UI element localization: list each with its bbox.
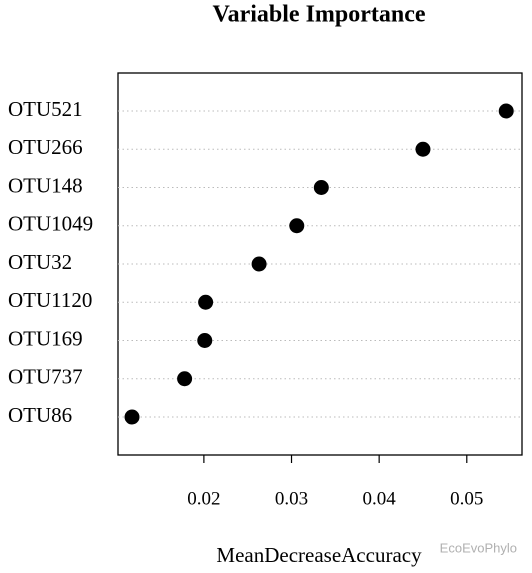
- y-tick-label: OTU266: [8, 135, 83, 159]
- y-tick-label: OTU148: [8, 173, 83, 197]
- dot: [498, 103, 514, 119]
- y-tick-label: OTU1120: [8, 288, 92, 312]
- y-tick-label: OTU1049: [8, 212, 93, 236]
- y-tick-label: OTU32: [8, 250, 72, 274]
- watermark: EcoEvoPhylo: [440, 540, 517, 555]
- y-tick-label: OTU169: [8, 326, 83, 350]
- dot: [415, 141, 431, 157]
- y-tick-label: OTU86: [8, 403, 72, 427]
- x-tick-label: 0.03: [275, 488, 308, 509]
- y-tick-label: OTU521: [8, 97, 83, 121]
- dot: [177, 371, 193, 387]
- x-tick-label: 0.05: [450, 488, 483, 509]
- x-tick-label: 0.04: [363, 488, 397, 509]
- dot: [289, 218, 305, 234]
- x-axis-label: MeanDecreaseAccuracy: [216, 543, 422, 567]
- dot: [251, 256, 267, 272]
- chart-title: Variable Importance: [212, 2, 425, 28]
- dot: [124, 409, 140, 425]
- x-tick-label: 0.02: [187, 488, 220, 509]
- dot: [197, 333, 213, 348]
- dot: [198, 294, 214, 310]
- dot: [313, 180, 329, 195]
- y-tick-label: OTU737: [8, 365, 83, 389]
